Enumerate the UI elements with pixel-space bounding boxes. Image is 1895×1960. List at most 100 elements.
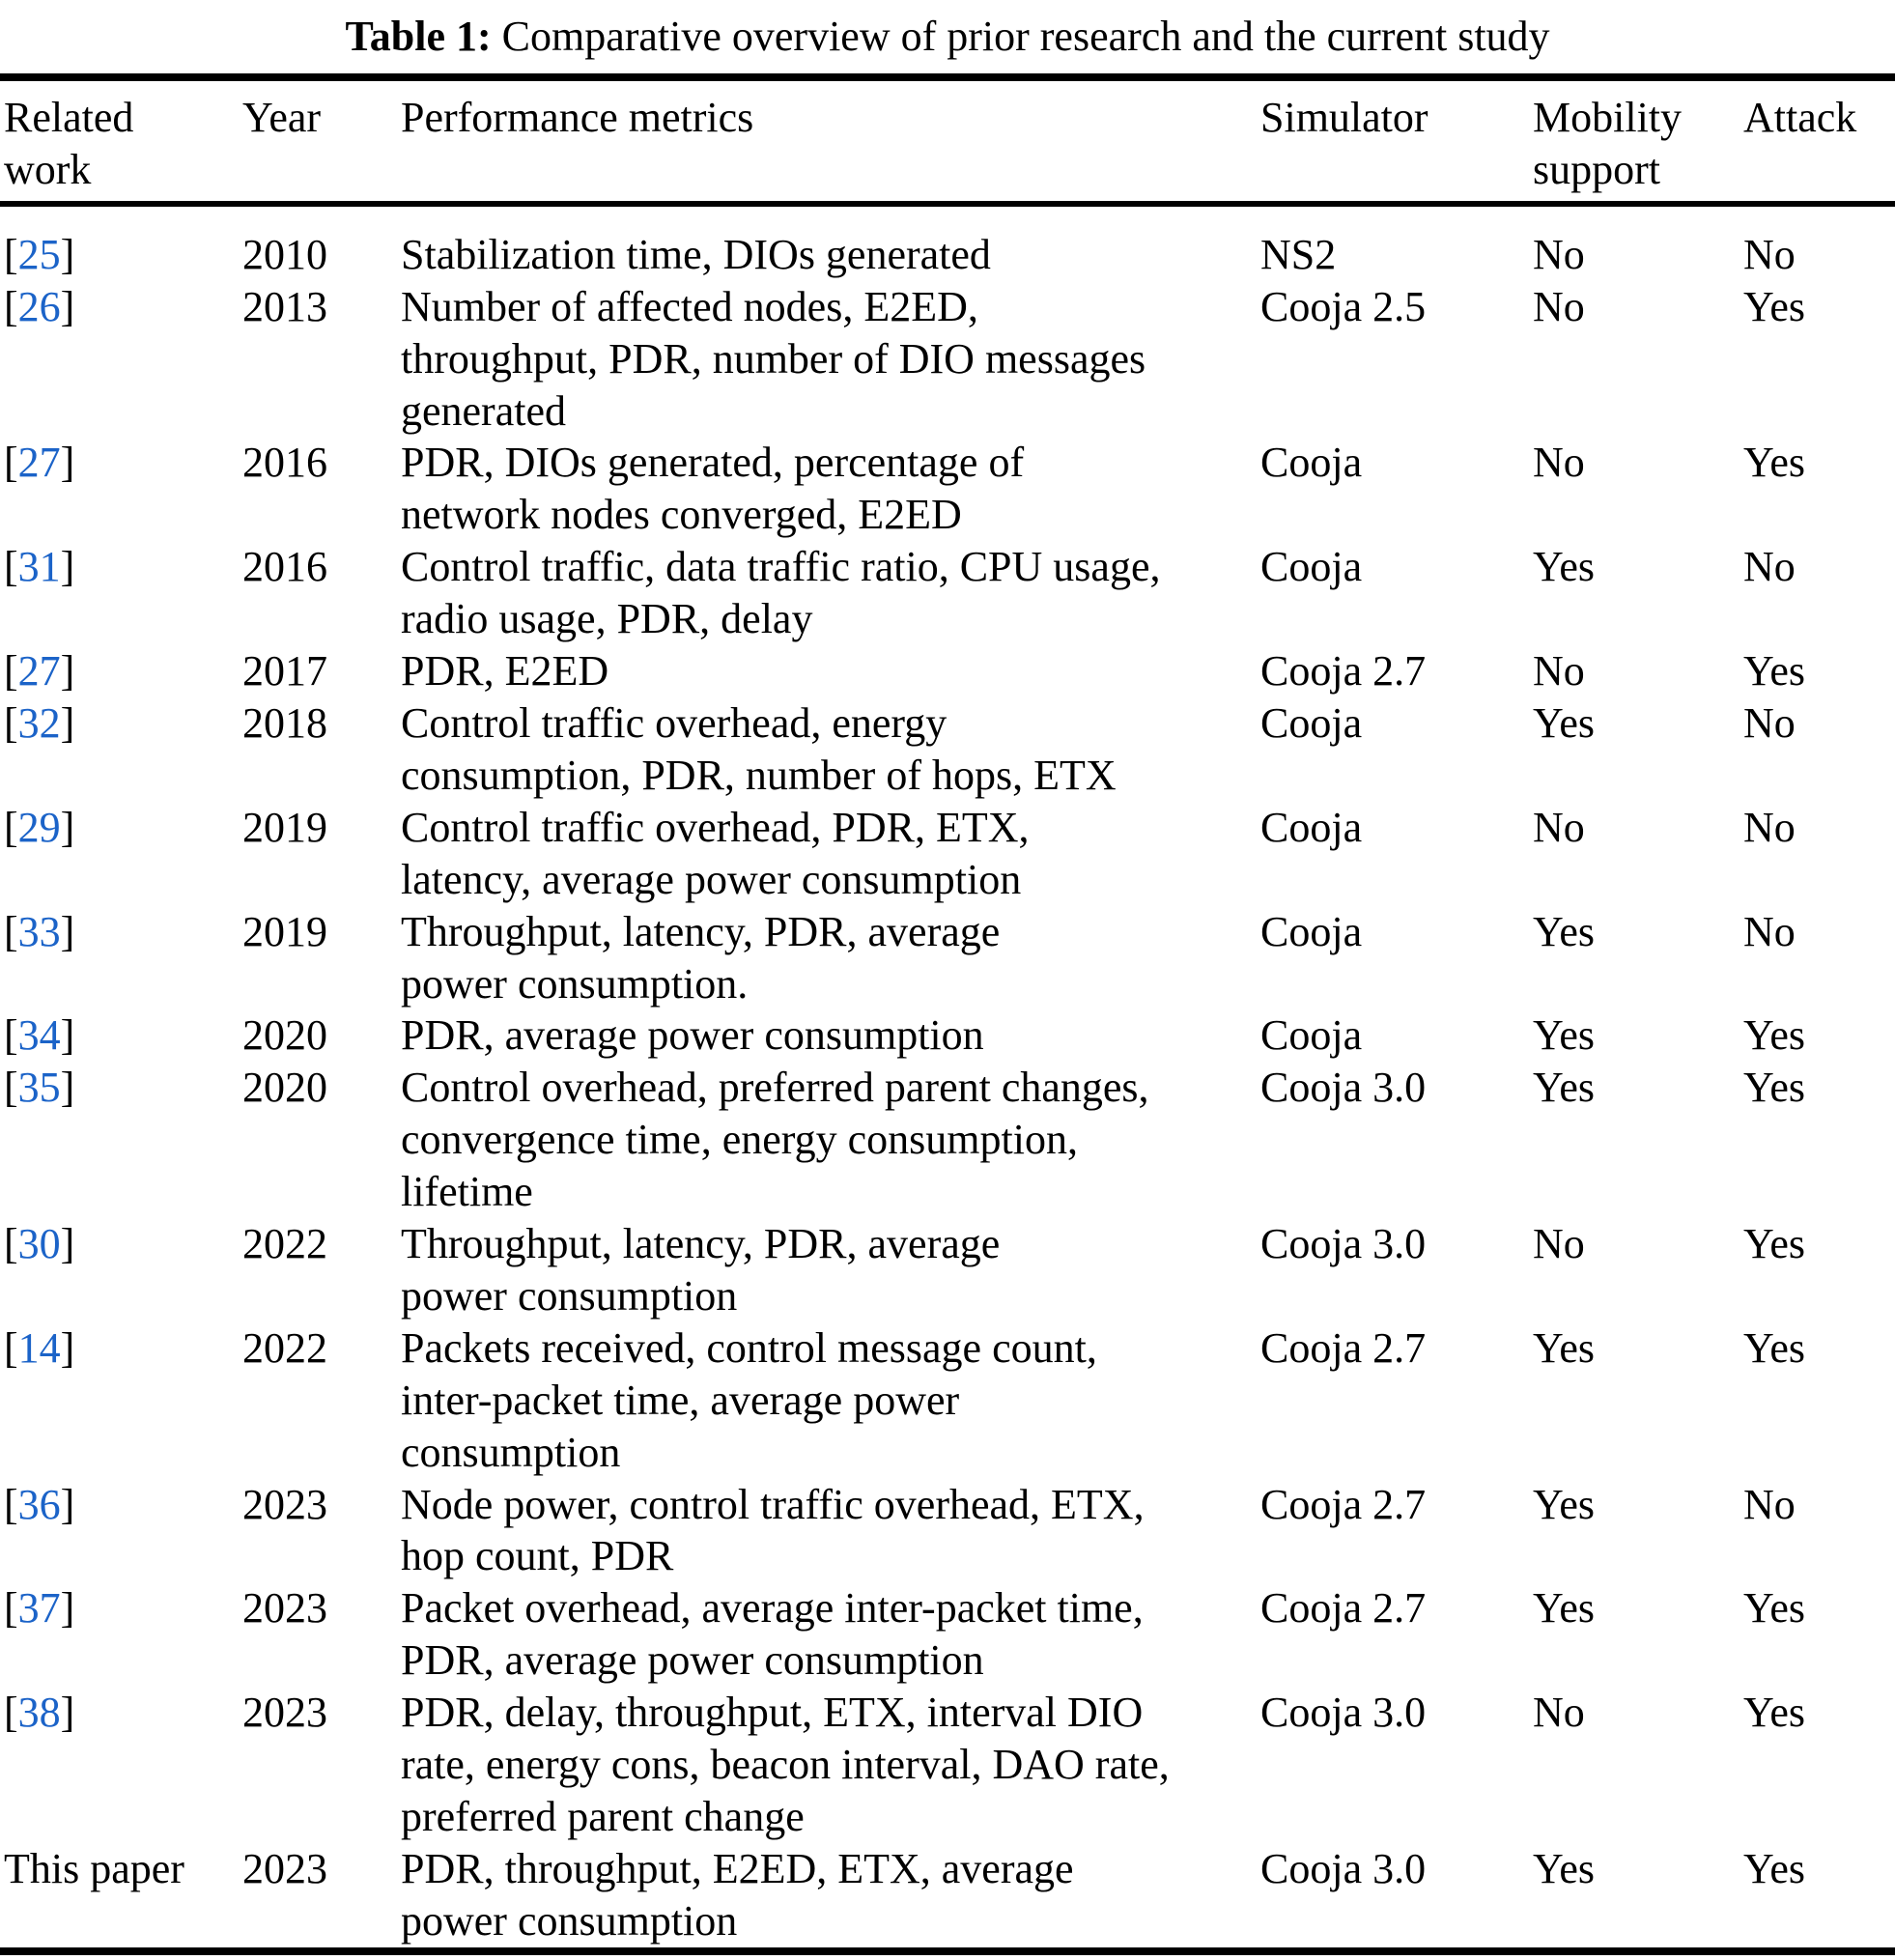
citation-link[interactable]: 31 bbox=[17, 543, 61, 591]
metrics-cell: Number of affected nodes, E2ED, throughp… bbox=[401, 282, 1146, 435]
table-row: [31] 2016 Control traffic, data traffic ra… bbox=[0, 541, 1895, 645]
mobility-cell: No bbox=[1533, 1220, 1585, 1268]
metrics-cell: Node power, control traffic overhead, ET… bbox=[401, 1480, 1145, 1580]
citation-link[interactable]: 34 bbox=[17, 1011, 61, 1060]
mobility-cell: Yes bbox=[1533, 698, 1596, 747]
metrics-cell: PDR, E2ED bbox=[401, 647, 609, 696]
attack-cell: No bbox=[1743, 230, 1796, 278]
metrics-cell: PDR, average power consumption bbox=[401, 1011, 984, 1060]
citation-link[interactable]: 38 bbox=[17, 1689, 61, 1737]
table-body: [25] 2010 Stabilization time, DIOs generat… bbox=[0, 204, 1895, 1951]
attack-cell: Yes bbox=[1743, 1220, 1806, 1268]
attack-cell: No bbox=[1743, 1480, 1796, 1528]
col-header-simulator: Simulator bbox=[1260, 77, 1533, 207]
attack-cell: Yes bbox=[1743, 1323, 1806, 1372]
mobility-cell: Yes bbox=[1533, 1584, 1596, 1633]
ref-cell: [35] bbox=[4, 1064, 75, 1112]
simulator-cell: Cooja 3.0 bbox=[1260, 1844, 1427, 1892]
metrics-cell: Packets received, control message count,… bbox=[401, 1323, 1097, 1476]
metrics-cell: Control traffic overhead, PDR, ETX, late… bbox=[401, 803, 1030, 903]
year-cell: 2020 bbox=[242, 1011, 327, 1060]
year-cell: 2022 bbox=[242, 1220, 327, 1268]
year-cell: 2018 bbox=[242, 698, 327, 747]
simulator-cell: Cooja bbox=[1260, 803, 1363, 851]
citation-link[interactable]: 35 bbox=[17, 1064, 61, 1112]
citation-link[interactable]: 27 bbox=[17, 439, 61, 487]
year-cell: 2016 bbox=[242, 543, 327, 591]
ref-cell: [31] bbox=[4, 543, 75, 591]
attack-cell: Yes bbox=[1743, 647, 1806, 696]
citation-link[interactable]: 37 bbox=[17, 1584, 61, 1633]
table-row: [14] 2022 Packets received, control messag… bbox=[0, 1322, 1895, 1479]
citation-link[interactable]: 25 bbox=[17, 230, 61, 278]
citation-link[interactable]: 14 bbox=[17, 1323, 61, 1372]
year-cell: 2023 bbox=[242, 1844, 327, 1892]
mobility-cell: Yes bbox=[1533, 1323, 1596, 1372]
metrics-cell: PDR, DIOs generated, percentage of netwo… bbox=[401, 439, 1025, 539]
year-cell: 2017 bbox=[242, 647, 327, 696]
simulator-cell: Cooja bbox=[1260, 439, 1363, 487]
year-cell: 2019 bbox=[242, 803, 327, 851]
metrics-cell: Control traffic overhead, energy consump… bbox=[401, 698, 1117, 799]
ref-cell: [27] bbox=[4, 647, 75, 696]
citation-link[interactable]: 26 bbox=[17, 282, 61, 330]
ref-cell: [34] bbox=[4, 1011, 75, 1060]
year-cell: 2010 bbox=[242, 230, 327, 278]
col-header-attack: Attack bbox=[1743, 77, 1895, 207]
ref-cell: [29] bbox=[4, 803, 75, 851]
attack-cell: No bbox=[1743, 907, 1796, 955]
year-cell: 2023 bbox=[242, 1480, 327, 1528]
ref-cell: [25] bbox=[4, 230, 75, 278]
table-row: [30] 2022 Throughput, latency, PDR, averag… bbox=[0, 1218, 1895, 1322]
citation-link[interactable]: 33 bbox=[17, 907, 61, 955]
attack-cell: No bbox=[1743, 803, 1796, 851]
metrics-cell: PDR, delay, throughput, ETX, interval DI… bbox=[401, 1689, 1170, 1840]
simulator-cell: Cooja 3.0 bbox=[1260, 1689, 1427, 1737]
metrics-cell: Stabilization time, DIOs generated bbox=[401, 230, 991, 278]
metrics-cell: Throughput, latency, PDR, average power … bbox=[401, 1220, 1001, 1320]
citation-link[interactable]: 30 bbox=[17, 1220, 61, 1268]
table-row: [35] 2020 Control overhead, preferred pare… bbox=[0, 1062, 1895, 1218]
ref-cell: [33] bbox=[4, 907, 75, 955]
table-row: [33] 2019 Throughput, latency, PDR, averag… bbox=[0, 906, 1895, 1010]
ref-cell: [14] bbox=[4, 1323, 75, 1372]
table-row: [27] 2016 PDR, DIOs generated, percentage … bbox=[0, 437, 1895, 541]
citation-link[interactable]: 32 bbox=[17, 698, 61, 747]
simulator-cell: Cooja 3.0 bbox=[1260, 1220, 1427, 1268]
table-row: [26] 2013 Number of affected nodes, E2ED, … bbox=[0, 281, 1895, 438]
ref-cell: [30] bbox=[4, 1220, 75, 1268]
table-row: [27] 2017 PDR, E2ED Cooja 2.7 No Yes bbox=[0, 645, 1895, 697]
mobility-cell: Yes bbox=[1533, 1064, 1596, 1112]
table-row: This paper 2023 PDR, throughput, E2ED, ETX… bbox=[0, 1843, 1895, 1951]
table-row: [38] 2023 PDR, delay, throughput, ETX, int… bbox=[0, 1687, 1895, 1843]
simulator-cell: Cooja bbox=[1260, 698, 1363, 747]
table-row: [29] 2019 Control traffic overhead, PDR, E… bbox=[0, 802, 1895, 906]
col-header-year: Year bbox=[242, 77, 401, 207]
attack-cell: Yes bbox=[1743, 439, 1806, 487]
table-row: [36] 2023 Node power, control traffic over… bbox=[0, 1479, 1895, 1583]
table-header: Related work Year Performance metrics Si… bbox=[0, 77, 1895, 207]
table-caption-text: Comparative overview of prior research a… bbox=[491, 13, 1550, 60]
simulator-cell: Cooja bbox=[1260, 543, 1363, 591]
simulator-cell: NS2 bbox=[1260, 230, 1337, 278]
citation-link[interactable]: 36 bbox=[17, 1480, 61, 1528]
comparison-table: Related work Year Performance metrics Si… bbox=[0, 73, 1895, 1955]
ref-cell: This paper bbox=[0, 1843, 242, 1951]
table-caption: Table 1: Comparative overview of prior r… bbox=[0, 0, 1895, 73]
simulator-cell: Cooja 2.5 bbox=[1260, 282, 1427, 330]
table-row: [37] 2023 Packet overhead, average inter-p… bbox=[0, 1582, 1895, 1687]
citation-link[interactable]: 27 bbox=[17, 647, 61, 696]
table-row: [25] 2010 Stabilization time, DIOs generat… bbox=[0, 204, 1895, 281]
attack-cell: No bbox=[1743, 698, 1796, 747]
ref-cell: [26] bbox=[4, 282, 75, 330]
col-header-mobility-support: Mobility support bbox=[1533, 77, 1743, 207]
simulator-cell: Cooja 2.7 bbox=[1260, 1480, 1427, 1528]
attack-cell: Yes bbox=[1743, 1011, 1806, 1060]
metrics-cell: Packet overhead, average inter-packet ti… bbox=[401, 1584, 1144, 1685]
mobility-cell: No bbox=[1533, 230, 1585, 278]
citation-link[interactable]: 29 bbox=[17, 803, 61, 851]
ref-cell: [38] bbox=[4, 1689, 75, 1737]
mobility-cell: No bbox=[1533, 1689, 1585, 1737]
simulator-cell: Cooja 3.0 bbox=[1260, 1064, 1427, 1112]
simulator-cell: Cooja bbox=[1260, 907, 1363, 955]
